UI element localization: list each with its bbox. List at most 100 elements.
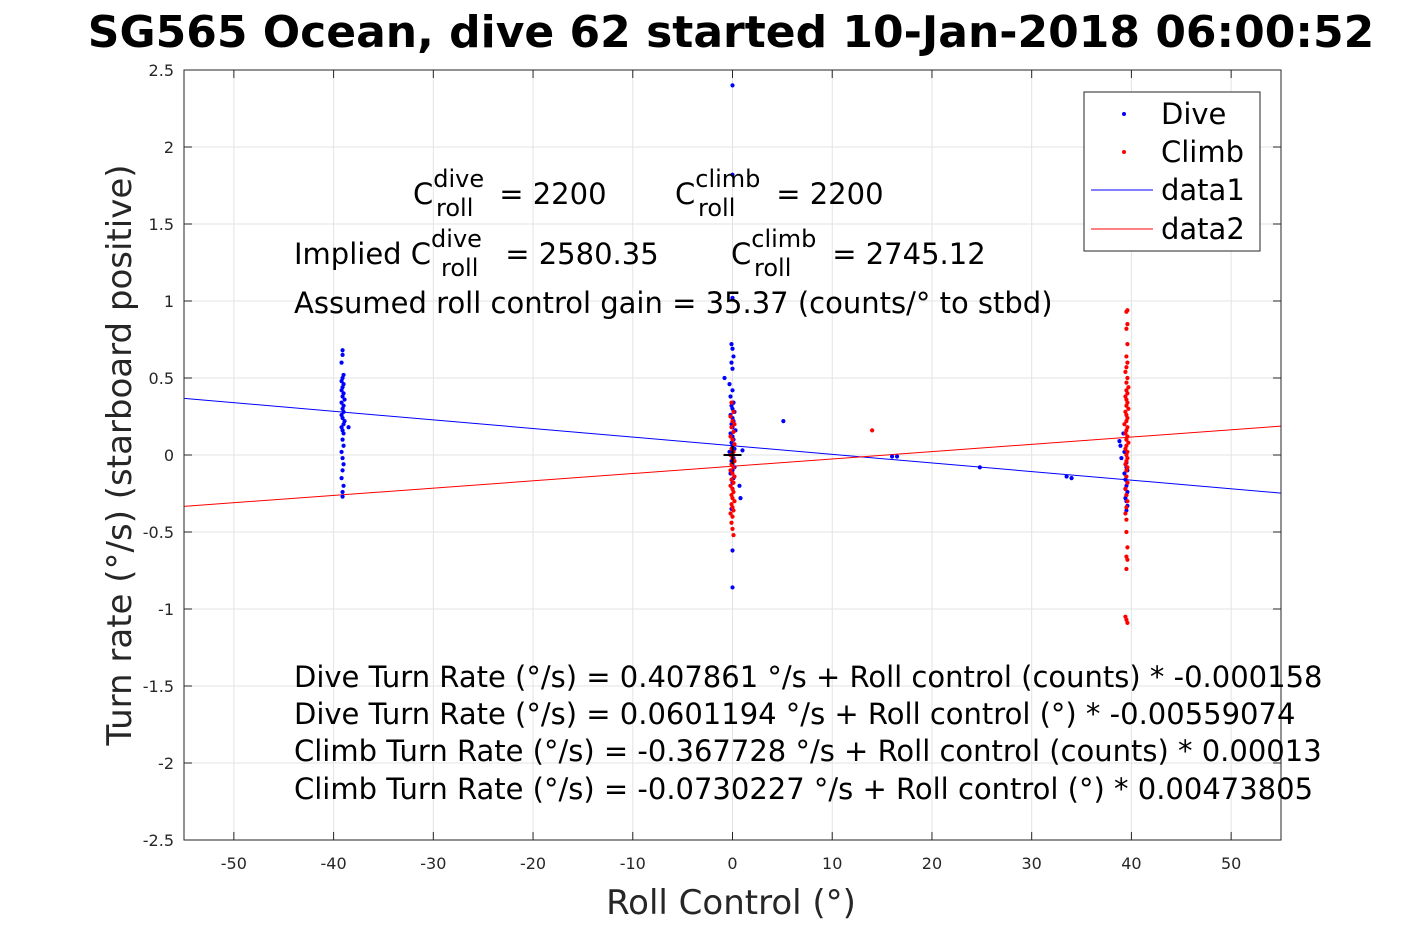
dive-point <box>341 409 346 414</box>
climb-point <box>731 429 736 434</box>
dive-point <box>341 462 346 467</box>
dive-point <box>340 348 345 353</box>
dive-point <box>730 83 735 88</box>
x-tick-label: -20 <box>520 854 546 873</box>
dive-point <box>737 483 742 488</box>
y-tick-label: -2.5 <box>143 831 174 850</box>
climb-point <box>730 471 735 476</box>
climb-point <box>1124 419 1129 424</box>
climb-point <box>730 514 735 519</box>
x-tick-label: 30 <box>1022 854 1042 873</box>
dive-point <box>730 346 735 351</box>
climb-point <box>1124 309 1129 314</box>
climb-point <box>730 526 735 532</box>
climb-point <box>1123 446 1128 451</box>
climb-point <box>1125 557 1130 562</box>
dive-point <box>340 437 345 442</box>
dive-point <box>339 388 344 393</box>
dive-point <box>1119 455 1124 461</box>
dive-point <box>346 425 351 430</box>
dive-point <box>340 455 345 461</box>
climb-point <box>1125 545 1130 550</box>
dive-point <box>342 397 347 402</box>
climb-point <box>731 489 736 495</box>
dive-point <box>730 388 735 393</box>
dive-point <box>729 342 734 347</box>
climb-point <box>730 419 735 424</box>
dive-point <box>340 489 345 495</box>
climb-point <box>729 425 734 430</box>
climb-point <box>1124 354 1129 359</box>
climb-point <box>728 483 733 488</box>
climb-point <box>1126 440 1131 445</box>
dive-degrees-equation: Dive Turn Rate (°/s) = 0.0601194 °/s + R… <box>294 697 1295 731</box>
dive-point <box>341 443 346 448</box>
climb-point <box>1124 403 1129 408</box>
y-tick-label: 1.5 <box>149 215 174 234</box>
origin-marker <box>723 446 742 464</box>
implied-c-roll-dive-annotation: Implied Cdive roll = 2580.35 <box>294 225 659 282</box>
climb-point <box>730 437 735 442</box>
y-tick-label: -1.5 <box>143 677 174 696</box>
dive-point <box>1069 476 1074 481</box>
dive-point <box>341 422 346 427</box>
legend-dive-marker <box>1122 112 1126 116</box>
climb-point <box>728 468 733 473</box>
dive-point <box>738 496 743 501</box>
climb-point <box>1124 437 1129 442</box>
dive-point <box>730 548 735 553</box>
climb-point <box>731 409 736 414</box>
climb-point <box>731 532 736 538</box>
climb-point <box>729 520 734 525</box>
y-axis-label: Turn rate (°/s) (starboard positive) <box>100 164 140 746</box>
y-tick-label: 2.5 <box>149 61 174 80</box>
climb-point <box>728 414 733 419</box>
climb-point <box>732 474 737 479</box>
climb-point <box>870 428 875 433</box>
climb-point <box>1123 462 1128 467</box>
climb-point <box>1124 326 1129 331</box>
dive-point <box>727 382 732 387</box>
dive-point <box>1122 471 1127 476</box>
y-tick-label: -1 <box>158 600 174 619</box>
c-roll-dive-annotation: Cdive roll = 2200 <box>413 165 607 222</box>
y-tick-label: -0.5 <box>143 523 174 542</box>
dive-point <box>340 494 345 499</box>
climb-point <box>1126 406 1131 411</box>
c-roll-climb-annotation: Cclimb roll = 2200 <box>675 165 884 222</box>
dive-point <box>889 454 895 459</box>
climb-point <box>728 511 733 516</box>
x-axis-label: Roll Control (°) <box>606 883 856 923</box>
climb-point <box>1124 517 1129 522</box>
dive-point <box>340 394 345 399</box>
legend-dive-label: Dive <box>1161 97 1226 131</box>
climb-point <box>1123 511 1128 516</box>
climb-point <box>1124 474 1129 479</box>
gain-annotation: Assumed roll control gain = 35.37 (count… <box>294 286 1053 320</box>
climb-point <box>1124 365 1129 370</box>
dive-point <box>339 476 344 481</box>
climb-point <box>728 434 733 439</box>
climb-point <box>1125 322 1130 327</box>
y-tick-label: 1 <box>164 292 174 311</box>
implied-c-roll-climb-annotation: Cclimb roll = 2745.12 <box>731 225 986 282</box>
climb-point <box>1122 422 1127 427</box>
climb-point <box>1124 492 1129 498</box>
dive-point <box>730 366 735 371</box>
x-tick-label: -10 <box>620 854 646 873</box>
legend-climb-label: Climb <box>1161 135 1244 169</box>
dive-point <box>340 415 345 421</box>
climb-point <box>1125 342 1130 347</box>
y-tick-label: 0.5 <box>149 369 174 388</box>
climb-point <box>730 496 735 501</box>
climb-point <box>1126 385 1131 390</box>
climb-counts-equation: Climb Turn Rate (°/s) = -0.367728 °/s + … <box>294 734 1322 768</box>
climb-point <box>1124 380 1129 385</box>
dive-point <box>1117 439 1122 444</box>
dive-point <box>339 378 344 384</box>
x-tick-label: 20 <box>922 854 942 873</box>
legend-climb-marker <box>1122 150 1126 154</box>
dive-point <box>339 449 344 455</box>
climb-point <box>731 465 736 470</box>
dive-point <box>728 394 733 399</box>
